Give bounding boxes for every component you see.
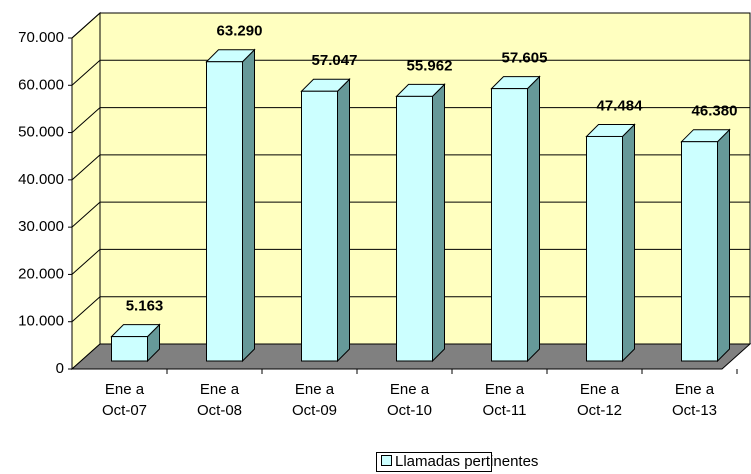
bar-side bbox=[717, 128, 730, 363]
bar-side bbox=[527, 75, 540, 363]
y-tick-label: 30.000 bbox=[18, 218, 64, 235]
y-tick-label: 20.000 bbox=[18, 265, 64, 282]
y-tick-label: 10.000 bbox=[18, 313, 64, 330]
y-tick-label: 70.000 bbox=[18, 29, 64, 46]
grid-line bbox=[71, 59, 750, 86]
grid-line bbox=[71, 12, 750, 39]
data-label: 57.605 bbox=[502, 50, 548, 67]
y-tick-label: 50.000 bbox=[18, 124, 64, 141]
data-label: 57.047 bbox=[312, 52, 358, 69]
bar-side bbox=[337, 78, 350, 363]
x-tick-label: Ene a Oct-08 bbox=[196, 381, 242, 419]
data-label: 5.163 bbox=[126, 298, 164, 315]
bar bbox=[681, 141, 718, 362]
bar bbox=[586, 135, 623, 362]
x-tick-label: Ene a Oct-13 bbox=[671, 381, 717, 419]
legend-label: Llamadas pertinentes bbox=[395, 453, 539, 470]
x-tick-label: Ene a Oct-11 bbox=[482, 381, 527, 419]
data-label: 46.380 bbox=[692, 103, 738, 120]
data-label: 63.290 bbox=[217, 23, 263, 40]
bar-side bbox=[622, 123, 635, 363]
bar bbox=[491, 88, 528, 362]
legend: Llamadas pertinentes bbox=[376, 452, 538, 472]
y-tick-label: 60.000 bbox=[18, 76, 64, 93]
x-tick-label: Ene a Oct-10 bbox=[386, 381, 432, 419]
data-label: 55.962 bbox=[407, 57, 453, 74]
bar-side bbox=[242, 48, 255, 363]
y-tick-label: 0 bbox=[56, 360, 64, 377]
bar bbox=[301, 90, 338, 362]
data-label: 47.484 bbox=[597, 97, 644, 114]
side-wall bbox=[71, 11, 101, 371]
y-tick-label: 40.000 bbox=[18, 171, 64, 188]
bar bbox=[396, 95, 433, 362]
x-tick-label: Ene a Oct-12 bbox=[576, 381, 622, 419]
legend-swatch bbox=[381, 455, 392, 466]
bar bbox=[206, 61, 243, 362]
x-tick-label: Ene a Oct-07 bbox=[101, 381, 147, 419]
bar-side bbox=[432, 83, 445, 363]
x-tick-label: Ene a Oct-09 bbox=[291, 381, 337, 419]
bar bbox=[111, 336, 148, 362]
